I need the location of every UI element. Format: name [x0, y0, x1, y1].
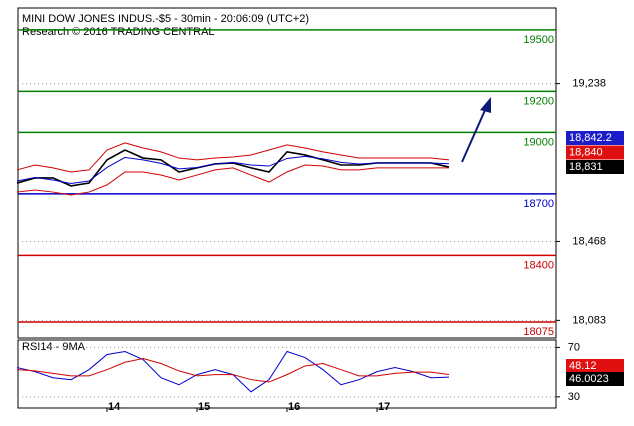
level-label: 19500 [523, 34, 554, 46]
x-tick-label: 14 [108, 401, 121, 413]
price-tag [566, 160, 624, 174]
x-tick-label: 17 [378, 401, 390, 413]
level-label: 19000 [523, 136, 554, 148]
level-label: 18700 [523, 198, 554, 210]
price-tag [566, 359, 624, 373]
price-tag-label: 48.12 [569, 360, 597, 372]
level-label: 19200 [523, 95, 554, 107]
y-tick-label: 30 [568, 391, 580, 403]
x-tick-label: 16 [288, 401, 300, 413]
level-label: 18075 [523, 326, 554, 338]
level-label: 18400 [523, 259, 554, 271]
y-tick-label: 18,468 [572, 235, 606, 247]
x-tick-label: 15 [198, 401, 210, 413]
rsi-title: RSI14 - 9MA [22, 341, 86, 353]
y-tick-label: 18,083 [572, 314, 606, 326]
y-tick-label: 19,238 [572, 78, 606, 90]
series-line [16, 164, 449, 196]
price-tag-label: 18,842.2 [569, 132, 612, 144]
series-line [16, 155, 450, 184]
price-tag [566, 372, 624, 386]
price-tag [566, 131, 624, 145]
price-panel [17, 7, 557, 339]
series-line [16, 142, 450, 173]
chart-subtitle: Research © 2016 TRADING CENTRAL [22, 26, 215, 38]
price-tag-label: 18,840 [569, 146, 603, 158]
series-line [16, 358, 450, 383]
price-tag [566, 145, 624, 160]
y-tick-label: 70 [568, 341, 580, 353]
rsi-panel [17, 339, 557, 409]
price-tag-label: 18,831 [569, 161, 603, 173]
forecast-arrow [461, 97, 491, 163]
chart-title: MINI DOW JONES INDUS.-$5 - 30min - 20:06… [22, 13, 309, 25]
price-tag-label: 46.0023 [569, 373, 609, 385]
